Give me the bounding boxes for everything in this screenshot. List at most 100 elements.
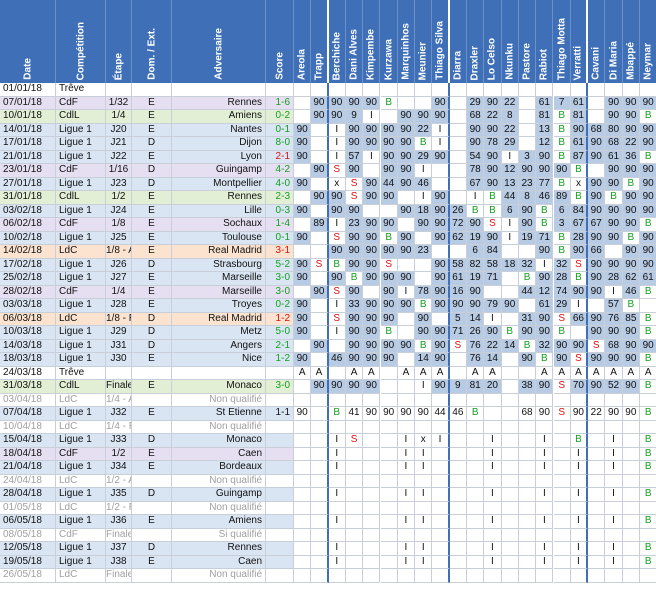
cell-comp: CdF [56, 218, 106, 232]
cell-adv: Strasbourg [172, 258, 266, 272]
player-cell: 90 [380, 353, 398, 367]
player-cell [467, 528, 485, 542]
player-cell: A [536, 366, 554, 380]
player-cell: 46 [536, 191, 554, 205]
player-cell [501, 542, 519, 556]
cell-adv: Angers [172, 339, 266, 353]
player-name: Areola [296, 48, 308, 80]
player-name: Cavani [590, 47, 602, 80]
player-cell: 22 [588, 407, 606, 421]
player-cell [588, 434, 606, 448]
cell-etape: J25 [106, 231, 132, 245]
player-cell: B [467, 407, 485, 421]
player-cell: 23 [345, 218, 364, 232]
player-cell: I [484, 515, 502, 529]
player-cell [294, 447, 312, 461]
player-cell: I [484, 312, 502, 326]
player-cell: 90 [432, 285, 450, 299]
cell-date: 18/04/18 [0, 447, 56, 461]
cell-score [266, 474, 294, 488]
player-cell [311, 272, 329, 286]
player-cell: 90 [640, 204, 656, 218]
cell-date: 03/03/18 [0, 299, 56, 313]
cell-comp: LdC [56, 393, 106, 407]
cell-score: 1-6 [266, 96, 294, 110]
player-name: Di Maria [608, 41, 620, 80]
player-cell [397, 353, 416, 367]
player-cell: 90 [518, 326, 537, 340]
player-cell: I [467, 191, 485, 205]
player-name: Neymar [642, 43, 654, 80]
player-cell: 90 [380, 285, 398, 299]
player-cell: 90 [484, 96, 502, 110]
cell-comp: Ligue 1 [56, 177, 106, 191]
player-cell [449, 501, 467, 515]
player-cell: I [536, 555, 554, 569]
player-name: Lo Celso [486, 37, 498, 80]
player-cell: 90 [518, 218, 537, 232]
player-cell: 90 [415, 312, 433, 326]
player-cell: I [484, 542, 502, 556]
player-cell: 61 [640, 272, 656, 286]
player-cell [432, 461, 450, 475]
cell-date: 10/01/18 [0, 110, 56, 124]
player-cell: I [536, 434, 554, 448]
table-row: 14/01/18 Ligue 1 J20 E Nantes 0-1 90 I 90 90 90 90 2… [0, 123, 656, 137]
player-cell [363, 501, 381, 515]
player-cell [518, 461, 537, 475]
player-cell: 32 [536, 339, 554, 353]
player-cell: 22 [622, 137, 640, 151]
header-player-2: Berchiche [329, 0, 346, 83]
player-cell: B [328, 258, 346, 272]
player-cell [380, 474, 398, 488]
player-cell: B [328, 407, 346, 421]
player-cell: B [640, 434, 656, 448]
player-cell: 90 [588, 353, 606, 367]
cell-adv: Guingamp [172, 488, 266, 502]
player-cell: I [328, 218, 346, 232]
cell-adv: Real Madrid [172, 245, 266, 259]
player-cell [294, 245, 312, 259]
player-cell [449, 461, 467, 475]
player-cell [311, 393, 329, 407]
player-cell [328, 420, 346, 434]
player-cell: 14 [415, 353, 433, 367]
cell-comp: Ligue 1 [56, 515, 106, 529]
player-cell: 62 [449, 231, 467, 245]
player-cell [467, 461, 485, 475]
header-player-8: Thiago Silva [432, 0, 450, 83]
player-cell [553, 515, 571, 529]
player-cell [345, 501, 364, 515]
player-cell [622, 569, 640, 583]
player-cell [397, 218, 416, 232]
player-cell: 90 [294, 258, 312, 272]
player-cell: 90 [328, 204, 346, 218]
player-cell [432, 474, 450, 488]
player-cell: 57 [605, 299, 623, 313]
player-cell [518, 542, 537, 556]
player-cell: 90 [640, 164, 656, 178]
player-cell [363, 542, 381, 556]
player-cell: B [553, 137, 571, 151]
player-cell: 90 [467, 123, 485, 137]
cell-date: 18/03/18 [0, 353, 56, 367]
player-cell [570, 83, 589, 97]
player-cell: S [484, 218, 502, 232]
cell-date: 24/03/18 [0, 366, 56, 380]
player-cell: 14 [467, 312, 485, 326]
cell-adv: St Etienne [172, 407, 266, 421]
player-cell: 9 [449, 380, 467, 394]
cell-score: 1-1 [266, 407, 294, 421]
player-cell: 90 [640, 96, 656, 110]
cell-score: 1-2 [266, 353, 294, 367]
player-cell: 90 [536, 312, 554, 326]
player-cell: B [484, 204, 502, 218]
cell-etape [106, 83, 132, 97]
cell-score: 5-0 [266, 326, 294, 340]
header-player-10: Draxler [467, 0, 485, 83]
player-cell [294, 110, 312, 124]
player-cell: 28 [605, 272, 623, 286]
player-cell: 90 [294, 312, 312, 326]
